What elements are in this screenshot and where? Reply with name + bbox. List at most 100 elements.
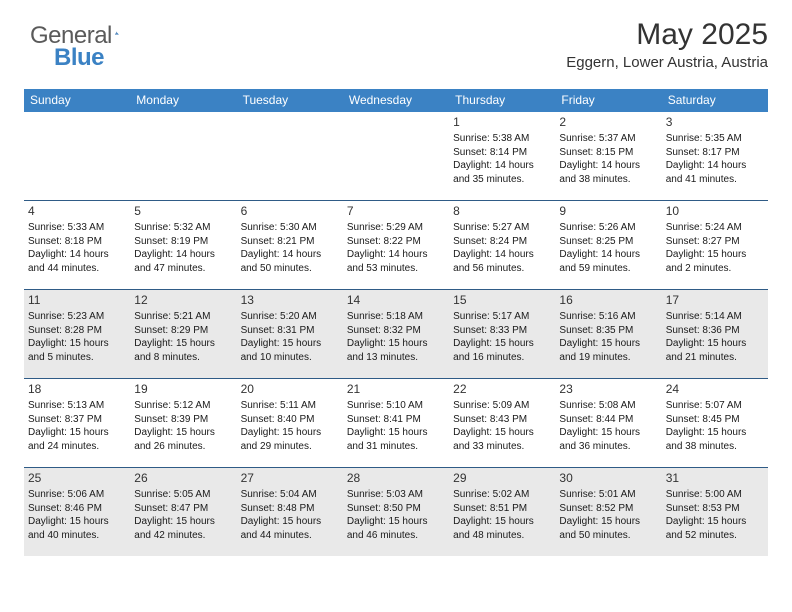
sunset-text: Sunset: 8:39 PM — [134, 413, 232, 427]
day-number: 9 — [559, 203, 657, 219]
day-number: 18 — [28, 381, 126, 397]
sunrise-text: Sunrise: 5:23 AM — [28, 310, 126, 324]
daylight-text: Daylight: 15 hours and 29 minutes. — [241, 426, 339, 453]
daylight-text: Daylight: 15 hours and 48 minutes. — [453, 515, 551, 542]
day-cell: 21Sunrise: 5:10 AMSunset: 8:41 PMDayligh… — [343, 379, 449, 467]
day-cell: 13Sunrise: 5:20 AMSunset: 8:31 PMDayligh… — [237, 290, 343, 378]
sunrise-text: Sunrise: 5:02 AM — [453, 488, 551, 502]
day-number: 8 — [453, 203, 551, 219]
brand-name-2: Blue — [54, 44, 104, 72]
daylight-text: Daylight: 15 hours and 50 minutes. — [559, 515, 657, 542]
day-cell: 9Sunrise: 5:26 AMSunset: 8:25 PMDaylight… — [555, 201, 661, 289]
day-cell: 3Sunrise: 5:35 AMSunset: 8:17 PMDaylight… — [662, 112, 768, 200]
week-row: 11Sunrise: 5:23 AMSunset: 8:28 PMDayligh… — [24, 289, 768, 378]
sunset-text: Sunset: 8:52 PM — [559, 502, 657, 516]
day-number: 30 — [559, 470, 657, 486]
sunrise-text: Sunrise: 5:14 AM — [666, 310, 764, 324]
sunset-text: Sunset: 8:53 PM — [666, 502, 764, 516]
sunrise-text: Sunrise: 5:10 AM — [347, 399, 445, 413]
day-number: 11 — [28, 292, 126, 308]
daylight-text: Daylight: 15 hours and 19 minutes. — [559, 337, 657, 364]
sunrise-text: Sunrise: 5:03 AM — [347, 488, 445, 502]
daylight-text: Daylight: 14 hours and 44 minutes. — [28, 248, 126, 275]
day-number: 20 — [241, 381, 339, 397]
sail-icon — [115, 24, 119, 42]
daylight-text: Daylight: 15 hours and 13 minutes. — [347, 337, 445, 364]
day-header-thu: Thursday — [449, 89, 555, 112]
calendar-grid: Sunday Monday Tuesday Wednesday Thursday… — [24, 89, 768, 556]
sunset-text: Sunset: 8:25 PM — [559, 235, 657, 249]
daylight-text: Daylight: 15 hours and 8 minutes. — [134, 337, 232, 364]
sunset-text: Sunset: 8:15 PM — [559, 146, 657, 160]
sunset-text: Sunset: 8:48 PM — [241, 502, 339, 516]
day-cell: 1Sunrise: 5:38 AMSunset: 8:14 PMDaylight… — [449, 112, 555, 200]
day-header-sun: Sunday — [24, 89, 130, 112]
daylight-text: Daylight: 14 hours and 41 minutes. — [666, 159, 764, 186]
daylight-text: Daylight: 14 hours and 38 minutes. — [559, 159, 657, 186]
daylight-text: Daylight: 14 hours and 50 minutes. — [241, 248, 339, 275]
day-cell: 4Sunrise: 5:33 AMSunset: 8:18 PMDaylight… — [24, 201, 130, 289]
day-number: 23 — [559, 381, 657, 397]
sunset-text: Sunset: 8:45 PM — [666, 413, 764, 427]
day-cell: 15Sunrise: 5:17 AMSunset: 8:33 PMDayligh… — [449, 290, 555, 378]
day-cell: 10Sunrise: 5:24 AMSunset: 8:27 PMDayligh… — [662, 201, 768, 289]
day-header-row: Sunday Monday Tuesday Wednesday Thursday… — [24, 89, 768, 112]
sunrise-text: Sunrise: 5:38 AM — [453, 132, 551, 146]
sunrise-text: Sunrise: 5:26 AM — [559, 221, 657, 235]
day-header-wed: Wednesday — [343, 89, 449, 112]
sunset-text: Sunset: 8:24 PM — [453, 235, 551, 249]
sunrise-text: Sunrise: 5:35 AM — [666, 132, 764, 146]
sunset-text: Sunset: 8:19 PM — [134, 235, 232, 249]
day-cell: 29Sunrise: 5:02 AMSunset: 8:51 PMDayligh… — [449, 468, 555, 556]
day-cell: 27Sunrise: 5:04 AMSunset: 8:48 PMDayligh… — [237, 468, 343, 556]
sunrise-text: Sunrise: 5:16 AM — [559, 310, 657, 324]
sunset-text: Sunset: 8:46 PM — [28, 502, 126, 516]
sunset-text: Sunset: 8:36 PM — [666, 324, 764, 338]
sunrise-text: Sunrise: 5:05 AM — [134, 488, 232, 502]
day-number: 15 — [453, 292, 551, 308]
sunrise-text: Sunrise: 5:11 AM — [241, 399, 339, 413]
day-cell: 17Sunrise: 5:14 AMSunset: 8:36 PMDayligh… — [662, 290, 768, 378]
day-cell — [130, 112, 236, 200]
day-cell: 28Sunrise: 5:03 AMSunset: 8:50 PMDayligh… — [343, 468, 449, 556]
day-cell: 14Sunrise: 5:18 AMSunset: 8:32 PMDayligh… — [343, 290, 449, 378]
month-title: May 2025 — [566, 18, 768, 52]
daylight-text: Daylight: 14 hours and 47 minutes. — [134, 248, 232, 275]
day-number: 29 — [453, 470, 551, 486]
sunset-text: Sunset: 8:40 PM — [241, 413, 339, 427]
sunset-text: Sunset: 8:50 PM — [347, 502, 445, 516]
sunrise-text: Sunrise: 5:06 AM — [28, 488, 126, 502]
sunset-text: Sunset: 8:17 PM — [666, 146, 764, 160]
daylight-text: Daylight: 15 hours and 2 minutes. — [666, 248, 764, 275]
sunrise-text: Sunrise: 5:29 AM — [347, 221, 445, 235]
daylight-text: Daylight: 15 hours and 52 minutes. — [666, 515, 764, 542]
day-number: 10 — [666, 203, 764, 219]
sunset-text: Sunset: 8:21 PM — [241, 235, 339, 249]
sunrise-text: Sunrise: 5:27 AM — [453, 221, 551, 235]
sunrise-text: Sunrise: 5:08 AM — [559, 399, 657, 413]
sunset-text: Sunset: 8:22 PM — [347, 235, 445, 249]
day-number: 6 — [241, 203, 339, 219]
sunrise-text: Sunrise: 5:30 AM — [241, 221, 339, 235]
sunset-text: Sunset: 8:14 PM — [453, 146, 551, 160]
sunset-text: Sunset: 8:31 PM — [241, 324, 339, 338]
day-cell: 8Sunrise: 5:27 AMSunset: 8:24 PMDaylight… — [449, 201, 555, 289]
day-header-mon: Monday — [130, 89, 236, 112]
sunset-text: Sunset: 8:41 PM — [347, 413, 445, 427]
sunrise-text: Sunrise: 5:13 AM — [28, 399, 126, 413]
sunset-text: Sunset: 8:35 PM — [559, 324, 657, 338]
daylight-text: Daylight: 15 hours and 42 minutes. — [134, 515, 232, 542]
header: General May 2025 Eggern, Lower Austria, … — [24, 18, 768, 71]
day-number: 31 — [666, 470, 764, 486]
day-cell: 7Sunrise: 5:29 AMSunset: 8:22 PMDaylight… — [343, 201, 449, 289]
sunrise-text: Sunrise: 5:24 AM — [666, 221, 764, 235]
day-number: 2 — [559, 114, 657, 130]
day-cell: 18Sunrise: 5:13 AMSunset: 8:37 PMDayligh… — [24, 379, 130, 467]
day-cell: 26Sunrise: 5:05 AMSunset: 8:47 PMDayligh… — [130, 468, 236, 556]
daylight-text: Daylight: 15 hours and 40 minutes. — [28, 515, 126, 542]
daylight-text: Daylight: 15 hours and 21 minutes. — [666, 337, 764, 364]
day-number: 21 — [347, 381, 445, 397]
daylight-text: Daylight: 15 hours and 44 minutes. — [241, 515, 339, 542]
day-cell: 12Sunrise: 5:21 AMSunset: 8:29 PMDayligh… — [130, 290, 236, 378]
day-number: 5 — [134, 203, 232, 219]
